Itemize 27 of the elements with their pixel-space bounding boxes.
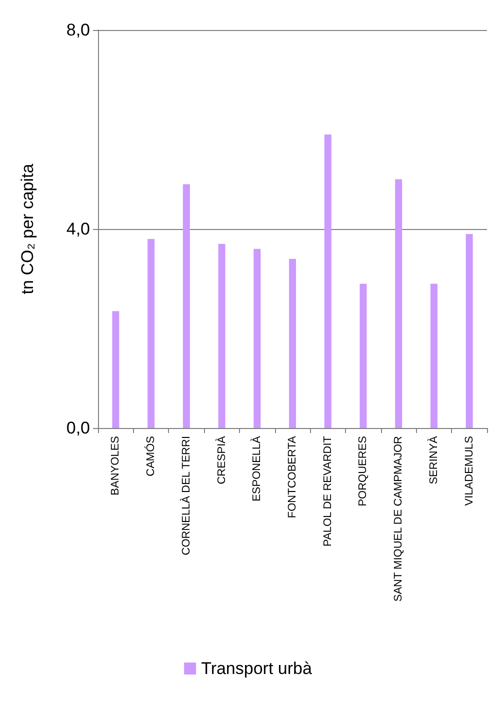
x-tick-label: ESPONELLÀ (250, 435, 264, 502)
x-tick-label: VILADEMULS (463, 436, 476, 506)
bar (395, 179, 402, 428)
y-axis-title: tn CO₂ per capita (18, 163, 37, 294)
x-tick-label: PORQUERES (357, 436, 370, 506)
bar (254, 248, 261, 428)
bar (430, 284, 438, 428)
x-tick-label: BANYOLES (110, 436, 122, 496)
x-tick-label: SERINYÀ (426, 435, 440, 484)
y-tick-label: 0,0 (66, 418, 90, 438)
x-tick-label: FONTCOBERTA (286, 435, 298, 518)
x-tick-label: CAMÓS (144, 436, 158, 476)
y-tick-label: 8,0 (66, 20, 90, 40)
x-tick-label: CRESPIÀ (214, 435, 228, 484)
bar (112, 311, 120, 428)
bar (289, 258, 296, 428)
bar (182, 184, 190, 428)
legend-label: Transport urbà (201, 659, 312, 678)
x-tick-label: PALOL DE REVARDIT (322, 436, 334, 546)
bar (218, 244, 226, 428)
bar (466, 234, 473, 428)
bar (148, 238, 155, 428)
bar (324, 134, 332, 428)
x-tick-label: CORNELLÀ DEL TERRI (179, 436, 192, 556)
y-tick-label: 4,0 (66, 220, 90, 238)
x-tick-label: SANT MIQUEL DE CAMPMAJOR (392, 436, 405, 602)
bar (360, 284, 367, 428)
